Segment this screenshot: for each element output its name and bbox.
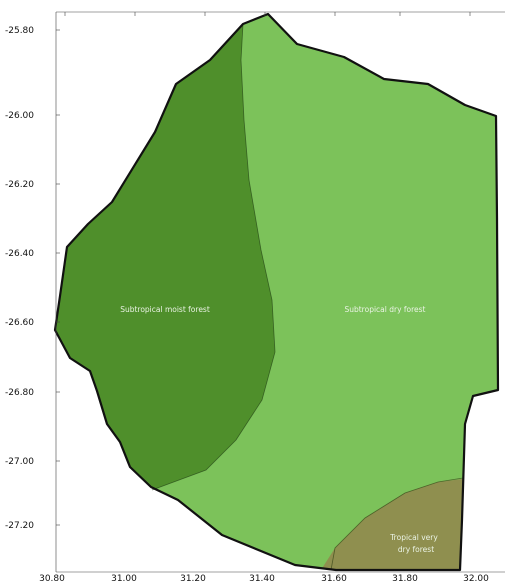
x-tick-label: 32.00 [463,574,489,584]
y-tick-label: -26.00 [5,111,34,121]
y-tick-label: -26.60 [5,318,34,328]
y-tick-labels: -25.80 -26.00 -26.20 -26.40 -26.60 -26.8… [5,26,34,531]
x-tick-label: 31.00 [111,574,137,584]
x-tick-label: 31.40 [249,574,275,584]
left-ticks [56,30,60,525]
x-tick-label: 31.60 [321,574,347,584]
x-tick-label: 30.80 [39,574,65,584]
label-subtropical-moist-forest: Subtropical moist forest [120,305,210,314]
y-tick-label: -27.20 [5,521,34,531]
y-tick-label: -26.40 [5,249,34,259]
y-tick-label: -27.00 [5,457,34,467]
y-tick-label: -26.20 [5,180,34,190]
x-tick-label: 31.20 [180,574,206,584]
y-tick-label: -25.80 [5,26,34,36]
y-tick-label: -26.80 [5,388,34,398]
label-tropical-very-dry-forest-line2: dry forest [398,545,434,554]
x-tick-labels: 30.80 31.00 31.20 31.40 31.60 31.80 32.0… [39,574,489,584]
label-subtropical-dry-forest: Subtropical dry forest [344,305,425,314]
label-tropical-very-dry-forest-line1: Tropical very [389,533,438,542]
x-tick-label: 31.80 [392,574,418,584]
